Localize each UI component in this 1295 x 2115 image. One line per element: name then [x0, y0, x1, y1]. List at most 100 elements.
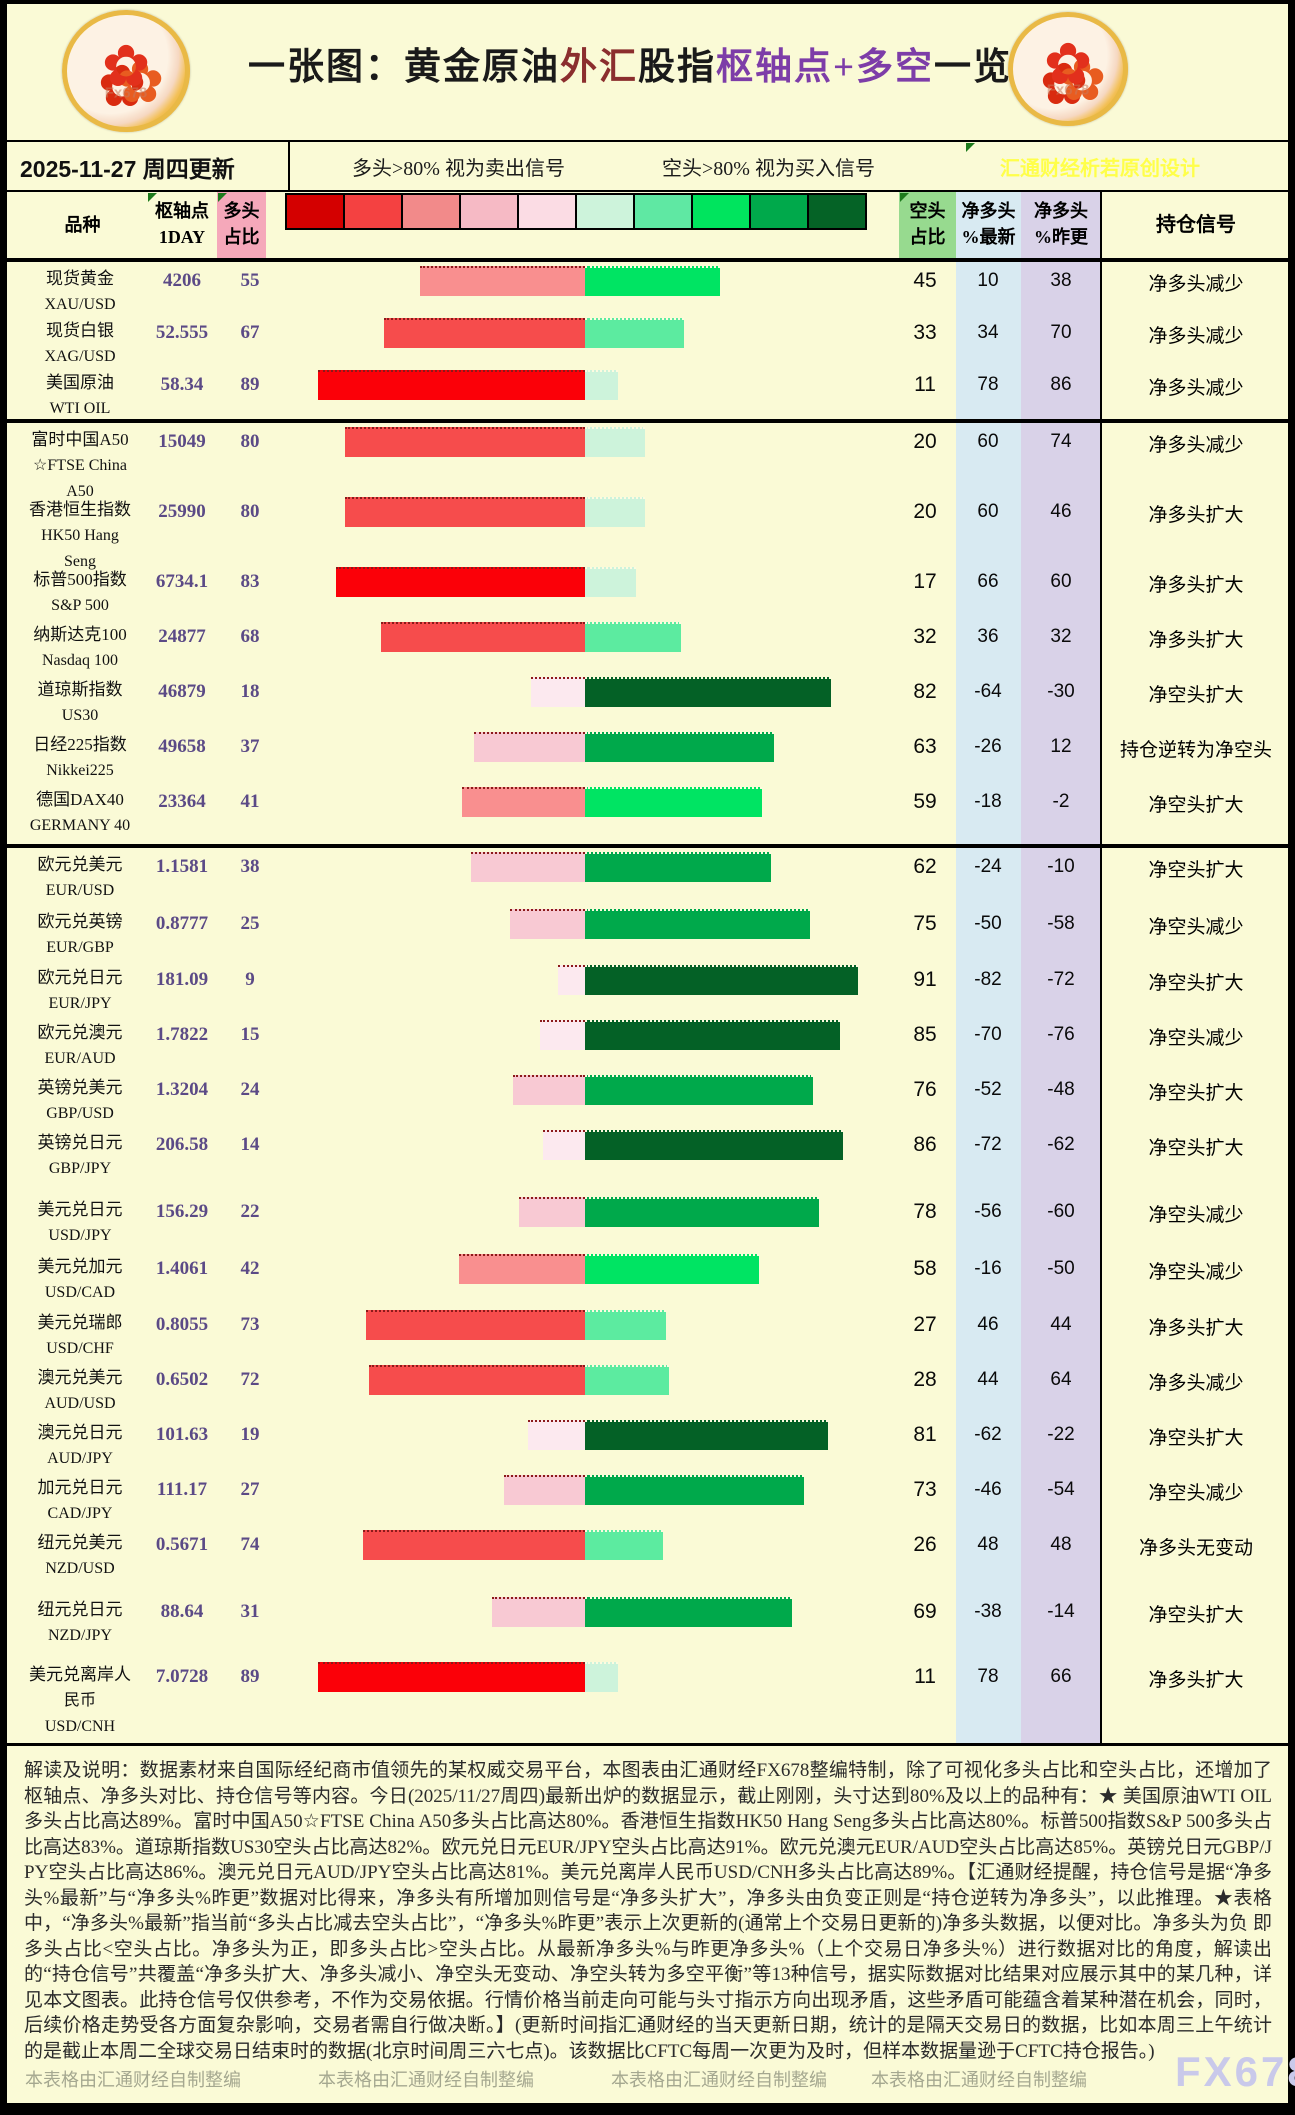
table-row: 英镑兑美元 GBP/USD 1.3204 24 76 -52 -48 净空头扩大: [0, 1071, 1295, 1126]
instrument-name: 标普500指数 S&P 500: [0, 567, 160, 619]
short-pct-value: 62: [913, 855, 937, 878]
table-row: 澳元兑美元 AUD/USD 0.6502 72 28 44 64 净多头减少: [0, 1361, 1295, 1416]
long-bar: [318, 1662, 585, 1692]
short-signal-note: 空头>80% 视为买入信号: [662, 158, 875, 180]
pivot-value: 23364: [158, 791, 206, 812]
short-pct-value: 63: [913, 735, 937, 758]
sentiment-bar: [285, 1597, 885, 1629]
net-latest-value: -24: [974, 856, 1002, 877]
net-prev-value: -30: [1047, 681, 1075, 702]
legend-swatch: [635, 195, 693, 228]
instrument-name-line: GBP/USD: [46, 1105, 114, 1122]
net-prev-value: 64: [1050, 1369, 1072, 1390]
footer-credit: 本表格由汇通财经自制整编: [318, 2070, 534, 2090]
instrument-name-line: 欧元兑英镑: [37, 912, 123, 931]
long-bar: [366, 1310, 585, 1340]
table-row: 现货白银 XAG/USD 52.555 67 33 34 70 净多头减少: [0, 314, 1295, 366]
pivot-value: 111.17: [156, 1479, 208, 1500]
long-signal-note: 多头>80% 视为卖出信号: [352, 158, 565, 180]
long-pct-value: 89: [240, 1666, 260, 1687]
instrument-name-line: 现货黄金: [46, 269, 114, 288]
instrument-name: 现货黄金 XAU/USD: [0, 266, 160, 318]
instrument-name-line: EUR/JPY: [48, 995, 112, 1012]
title-segment: 股指: [637, 47, 716, 88]
instrument-name-line: 纳斯达克100: [33, 625, 127, 644]
short-bar: [585, 1130, 843, 1160]
instrument-name-line: WTI OIL: [49, 400, 111, 417]
long-pct-value: 67: [240, 322, 260, 343]
short-pct-value: 32: [913, 625, 937, 648]
net-latest-value: -56: [974, 1201, 1002, 1222]
short-pct-value: 59: [913, 790, 937, 813]
net-prev-value: -76: [1047, 1024, 1075, 1045]
pivot-value: 1.3204: [155, 1079, 209, 1100]
legend-swatch: [403, 195, 461, 228]
instrument-name-line: GERMANY 40: [29, 817, 131, 834]
long-bar: [459, 1254, 585, 1284]
net-prev-value: -48: [1047, 1079, 1075, 1100]
sentiment-bar: [285, 622, 885, 654]
net-prev-value: -2: [1052, 791, 1070, 812]
net-prev-value: -22: [1047, 1424, 1075, 1445]
sentiment-bar: [285, 266, 885, 298]
signal-value: 净多头减少: [1148, 378, 1244, 399]
net-latest-value: 10: [977, 270, 999, 291]
signal-value: 净多头扩大: [1148, 505, 1244, 526]
sentiment-bar: [285, 1075, 885, 1107]
instrument-name-line: S&P 500: [51, 597, 109, 614]
long-pct-value: 31: [240, 1601, 260, 1622]
sentiment-bar: [285, 787, 885, 819]
short-bar: [585, 1662, 618, 1692]
short-bar: [585, 1310, 666, 1340]
net-prev-value: -58: [1047, 913, 1075, 934]
instrument-name: 欧元兑日元 EUR/JPY: [0, 965, 160, 1017]
instrument-name-line: US30: [61, 707, 99, 724]
signal-value: 净空头扩大: [1148, 1605, 1244, 1626]
long-pct-value: 37: [240, 736, 260, 757]
short-bar: [585, 567, 636, 597]
long-pct-value: 25: [240, 913, 260, 934]
page-title: 一张图：黄金原油外汇股指枢轴点+多空一览: [200, 36, 1060, 90]
pivot-value: 6734.1: [155, 571, 209, 592]
instrument-name-line: 美元兑离岸人: [29, 1665, 131, 1684]
long-pct-value: 19: [240, 1424, 260, 1445]
net-prev-value: 60: [1050, 571, 1072, 592]
net-latest-value: 44: [977, 1369, 999, 1390]
long-pct-value: 73: [240, 1314, 260, 1335]
legend-swatch: [751, 195, 809, 228]
divider: [0, 258, 1295, 262]
long-pct-value: 18: [240, 681, 260, 702]
table-row: 日经225指数 Nikkei225 49658 37 63 -26 12 持仓逆转为净空头: [0, 728, 1295, 783]
net-prev-value: 32: [1050, 626, 1072, 647]
signal-value: 净空头扩大: [1148, 1083, 1244, 1104]
net-prev-value: 48: [1050, 1534, 1072, 1555]
long-bar: [519, 1197, 585, 1227]
table-row: 标普500指数 S&P 500 6734.1 83 17 66 60 净多头扩大: [0, 563, 1295, 618]
long-bar: [381, 622, 585, 652]
long-pct-value: 22: [240, 1201, 260, 1222]
net-prev-value: 44: [1050, 1314, 1072, 1335]
signal-value: 持仓逆转为净空头: [1119, 740, 1272, 761]
net-prev-value: -72: [1047, 969, 1075, 990]
instrument-name-line: 德国DAX40: [36, 790, 124, 809]
short-pct-value: 33: [913, 321, 937, 344]
net-prev-value: 12: [1050, 736, 1072, 757]
instrument-name: 加元兑日元 CAD/JPY: [0, 1475, 160, 1527]
sentiment-bar: [285, 1254, 885, 1286]
instrument-name-line: 富时中国A50: [31, 430, 129, 449]
footer-credit: 本表格由汇通财经自制整编: [611, 2070, 827, 2090]
fx678-badge-left: ✿ Fx678: [62, 10, 190, 132]
short-bar: [585, 318, 684, 348]
sentiment-bar: [285, 852, 885, 884]
net-latest-value: -16: [974, 1258, 1002, 1279]
instrument-name: 富时中国A50 ☆FTSE China A50: [0, 427, 160, 505]
long-pct-value: 24: [240, 1079, 260, 1100]
table-bottom-line: [0, 1743, 1295, 1746]
footer-credit: 本表格由汇通财经自制整编: [871, 2070, 1087, 2090]
pivot-value: 156.29: [155, 1201, 209, 1222]
instrument-name-line: EUR/USD: [45, 882, 115, 899]
short-pct-value: 73: [913, 1478, 937, 1501]
net-latest-value: -46: [974, 1479, 1002, 1500]
table-row: 美元兑离岸人 民币 USD/CNH 7.0728 89 11 78 66 净多头扩大: [0, 1658, 1295, 1743]
table-row: 欧元兑英镑 EUR/GBP 0.8777 25 75 -50 -58 净空头减少: [0, 905, 1295, 961]
